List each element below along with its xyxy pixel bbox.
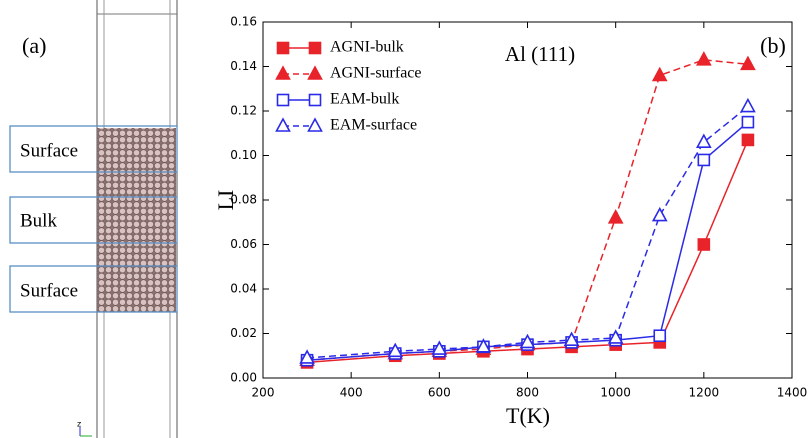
legend-label: AGNI-surface (330, 65, 422, 82)
marker (651, 206, 668, 222)
marker (431, 340, 448, 355)
y-tick-label: 0.08 (230, 193, 257, 207)
legend-marker (276, 41, 290, 55)
marker (740, 55, 756, 71)
y-tick-label: 0.06 (230, 237, 257, 251)
marker (475, 338, 492, 353)
legend-marker (308, 41, 322, 55)
legend-label: EAM-bulk (330, 91, 399, 108)
legend-marker (276, 93, 290, 107)
legend-label: EAM-surface (330, 117, 417, 134)
series-line (307, 121, 749, 361)
marker (740, 97, 756, 113)
marker (299, 349, 315, 364)
marker (697, 238, 711, 251)
series-line (307, 139, 749, 364)
region-box (9, 125, 178, 173)
plot-frame (262, 21, 793, 379)
panel-label: (a) (22, 33, 46, 58)
region-box (9, 196, 178, 244)
legend-marker (307, 117, 323, 132)
axis-triad-label: z (77, 420, 81, 429)
marker (741, 115, 755, 129)
series-line (307, 105, 749, 359)
legend-label: AGNI-bulk (330, 39, 404, 56)
marker (651, 66, 668, 82)
region-label: Surface (20, 140, 78, 161)
y-tick-label: 0.00 (230, 371, 257, 385)
y-tick-label: 0.02 (230, 326, 257, 340)
marker (607, 209, 624, 224)
y-tick-label: 0.16 (230, 15, 257, 29)
marker (697, 153, 711, 167)
region-box (9, 265, 178, 313)
panel-a: (a) Surface Bulk Surface z (9, 0, 178, 438)
x-tick-label: 200 (252, 386, 275, 400)
x-tick-label: 1200 (689, 386, 720, 400)
region-label: Bulk (20, 210, 57, 231)
marker (653, 329, 667, 343)
legend-marker (307, 65, 323, 80)
marker (387, 342, 404, 358)
x-tick-label: 600 (428, 386, 451, 400)
marker (695, 51, 712, 66)
panel-b: LI T(K) Al (111) (b) 0.00 0.02 0.04 0.06 0.0… (213, 15, 807, 429)
panel-label: (b) (760, 33, 786, 58)
y-tick-label: 0.14 (230, 59, 257, 73)
marker (695, 133, 712, 148)
annotation: Al (111) (505, 42, 575, 66)
y-tick-label: 0.12 (230, 104, 257, 118)
marker (741, 133, 755, 147)
region-label: Surface (20, 280, 78, 301)
marker (607, 329, 624, 344)
legend-marker (275, 117, 291, 132)
atom-slab (97, 128, 176, 312)
marker (519, 333, 536, 349)
x-tick-label: 1400 (777, 386, 808, 400)
x-tick-label: 800 (516, 386, 539, 400)
legend-marker (275, 65, 291, 80)
marker (563, 331, 580, 346)
y-tick-label: 0.04 (230, 282, 257, 296)
x-tick-label: 400 (340, 386, 363, 400)
x-axis-label: T(K) (506, 403, 550, 428)
y-tick-label: 0.10 (230, 148, 257, 162)
legend-marker (308, 93, 322, 107)
y-axis-label: LI (213, 190, 238, 211)
x-tick-label: 1000 (600, 386, 631, 400)
